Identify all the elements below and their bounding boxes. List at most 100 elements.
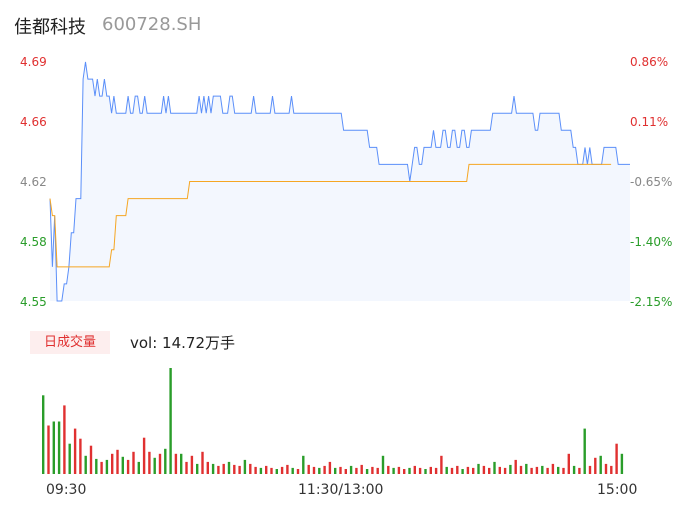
volume-bar bbox=[227, 461, 231, 474]
price-label: 4.55 bbox=[20, 295, 47, 309]
volume-bar bbox=[466, 466, 470, 474]
pct-label: -0.65% bbox=[630, 175, 673, 189]
volume-bar bbox=[233, 464, 236, 474]
pct-label: 0.86% bbox=[630, 55, 669, 69]
time-tick: 15:00 bbox=[597, 482, 638, 498]
volume-bar bbox=[567, 453, 570, 474]
average-price-line bbox=[49, 163, 612, 268]
volume-bar bbox=[105, 459, 109, 474]
volume-bar bbox=[456, 465, 459, 474]
volume-bar bbox=[63, 405, 66, 474]
volume-bar bbox=[541, 465, 544, 474]
volume-bar bbox=[217, 465, 220, 474]
time-tick: 11:30/13:00 bbox=[298, 482, 384, 498]
volume-bar bbox=[89, 445, 93, 474]
volume-bar bbox=[599, 455, 602, 474]
pct-label: 0.11% bbox=[630, 115, 669, 129]
price-label: 4.69 bbox=[20, 55, 47, 69]
volume-bar bbox=[535, 466, 539, 474]
volume-bar bbox=[349, 465, 353, 474]
volume-bar bbox=[302, 455, 305, 474]
volume-bar bbox=[381, 455, 385, 474]
volume-bar bbox=[429, 466, 432, 474]
volume-bar bbox=[498, 466, 501, 474]
pct-label: -2.15% bbox=[630, 295, 673, 309]
volume-bar bbox=[222, 463, 225, 474]
volume-bar bbox=[275, 469, 278, 474]
volume-bar bbox=[376, 467, 379, 474]
volume-bar bbox=[211, 463, 215, 474]
volume-bar bbox=[408, 467, 411, 474]
volume-bar bbox=[371, 466, 374, 474]
volume-bar bbox=[153, 457, 156, 474]
volume-bar bbox=[57, 421, 61, 474]
volume-bar bbox=[525, 463, 528, 474]
volume-bar bbox=[551, 463, 555, 474]
volume-bar bbox=[413, 465, 416, 474]
volume-bar bbox=[126, 459, 130, 474]
volume-bar bbox=[514, 459, 517, 474]
volume-bar bbox=[503, 467, 507, 474]
volume-bar bbox=[164, 448, 167, 474]
volume-bar bbox=[196, 463, 199, 474]
volume-bar bbox=[572, 465, 576, 474]
volume-bar bbox=[100, 461, 103, 474]
volume-bar bbox=[270, 467, 273, 474]
volume-bar bbox=[339, 466, 342, 474]
volume-bar bbox=[519, 465, 523, 474]
volume-bar bbox=[440, 455, 443, 474]
volume-bar bbox=[562, 467, 565, 474]
volume-bar bbox=[445, 466, 448, 474]
volume-bar bbox=[583, 428, 586, 474]
volume-bar bbox=[318, 467, 321, 474]
volume-bar bbox=[418, 467, 422, 474]
volume-bar bbox=[47, 425, 50, 474]
pct-label: -1.40% bbox=[630, 235, 673, 249]
volume-bar bbox=[73, 428, 77, 474]
volume-bar bbox=[594, 457, 597, 474]
volume-bar bbox=[137, 461, 140, 474]
volume-bar bbox=[604, 463, 608, 474]
volume-bar bbox=[546, 467, 549, 474]
volume-bar bbox=[180, 453, 183, 474]
volume-bar bbox=[620, 453, 624, 474]
volume-bar bbox=[79, 438, 82, 474]
volume-bar bbox=[392, 467, 395, 474]
volume-bar bbox=[142, 437, 146, 474]
volume-bar bbox=[450, 467, 454, 474]
volume-bar bbox=[434, 467, 438, 474]
volume-bar bbox=[557, 466, 560, 474]
volume-bar bbox=[610, 465, 613, 474]
volume-bar bbox=[365, 469, 369, 474]
volume-tab-button[interactable]: 日成交量 bbox=[30, 331, 110, 354]
volume-bar bbox=[52, 421, 55, 474]
volume-bar bbox=[482, 465, 486, 474]
volume-bar bbox=[201, 451, 204, 474]
volume-bar bbox=[530, 467, 533, 474]
stock-name: 佳都科技 bbox=[14, 17, 86, 38]
volume-bar bbox=[344, 469, 347, 474]
volume-bar bbox=[158, 453, 162, 474]
volume-bar bbox=[477, 463, 480, 474]
volume-bar bbox=[42, 395, 45, 474]
volume-bar bbox=[259, 467, 263, 474]
volume-bar bbox=[588, 465, 592, 474]
volume-bar bbox=[280, 466, 284, 474]
volume-bar bbox=[472, 467, 475, 474]
volume-bar bbox=[132, 451, 135, 474]
volume-bar bbox=[95, 458, 98, 474]
volume-bar bbox=[296, 469, 300, 474]
stock-code: 600728.SH bbox=[102, 14, 202, 35]
volume-bar bbox=[169, 368, 172, 474]
volume-bar bbox=[185, 461, 188, 474]
volume-bar bbox=[265, 465, 268, 474]
volume-bar bbox=[116, 449, 119, 474]
price-line bbox=[49, 61, 630, 302]
price-label: 4.66 bbox=[20, 115, 47, 129]
volume-bar bbox=[578, 467, 581, 474]
volume-bar bbox=[360, 464, 363, 474]
volume-bar bbox=[286, 464, 289, 474]
volume-bar bbox=[111, 453, 114, 474]
volume-bar bbox=[328, 461, 332, 474]
